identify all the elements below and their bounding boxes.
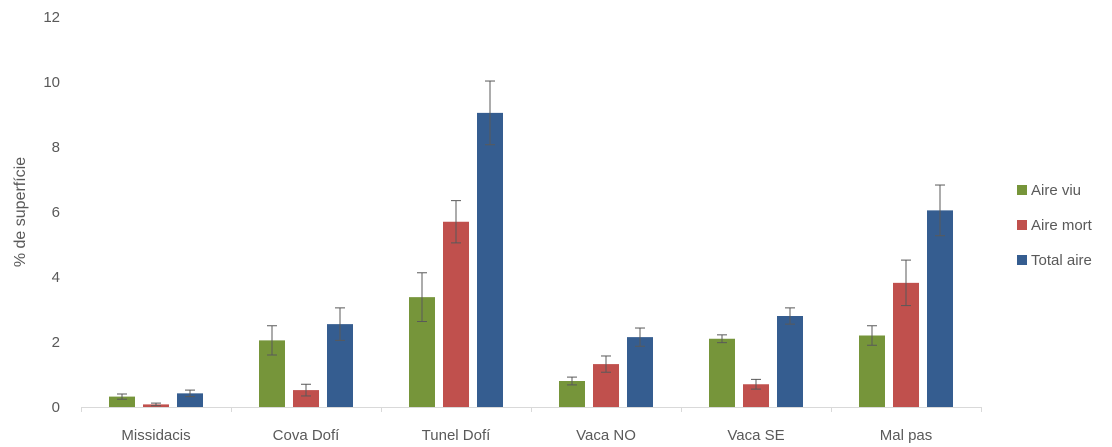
y-tick-label: 6	[52, 204, 60, 221]
bar	[777, 316, 803, 407]
y-tick-label: 2	[52, 334, 60, 351]
bar	[627, 337, 653, 407]
y-tick-label: 12	[43, 9, 60, 26]
bar	[109, 396, 135, 407]
legend-swatch	[1017, 220, 1027, 230]
x-tick-label: Cova Dofí	[273, 427, 341, 444]
bar	[293, 390, 319, 407]
bar	[859, 335, 885, 407]
y-tick-label: 0	[52, 399, 60, 416]
x-tick-label: Missidacis	[121, 427, 190, 444]
y-tick-label: 10	[43, 74, 60, 91]
y-axis: 0 2 4 6 8 10 12	[43, 9, 60, 416]
legend-label: Aire mort	[1031, 217, 1093, 234]
x-axis: Missidacis Cova Dofí Tunel Dofí Vaca NO Vaca…	[81, 407, 982, 444]
legend-label: Aire viu	[1031, 182, 1081, 199]
bar	[477, 112, 503, 407]
x-tick-label: Mal pas	[880, 427, 933, 444]
y-axis-title: % de superfície	[12, 157, 29, 267]
bar	[927, 210, 953, 407]
legend-swatch	[1017, 185, 1027, 195]
legend-label: Total aire	[1031, 252, 1092, 269]
bar	[177, 393, 203, 407]
x-tick-label: Vaca NO	[576, 427, 636, 444]
x-tick-label: Tunel Dofí	[422, 427, 491, 444]
x-tick-label: Vaca SE	[727, 427, 784, 444]
error-bars	[117, 80, 945, 407]
bars	[109, 112, 953, 407]
legend: Aire viu Aire mort Total aire	[1017, 182, 1093, 269]
y-tick-label: 8	[52, 139, 60, 156]
bar	[443, 221, 469, 407]
bar	[709, 338, 735, 407]
y-tick-label: 4	[52, 269, 60, 286]
legend-swatch	[1017, 255, 1027, 265]
bar	[743, 384, 769, 407]
